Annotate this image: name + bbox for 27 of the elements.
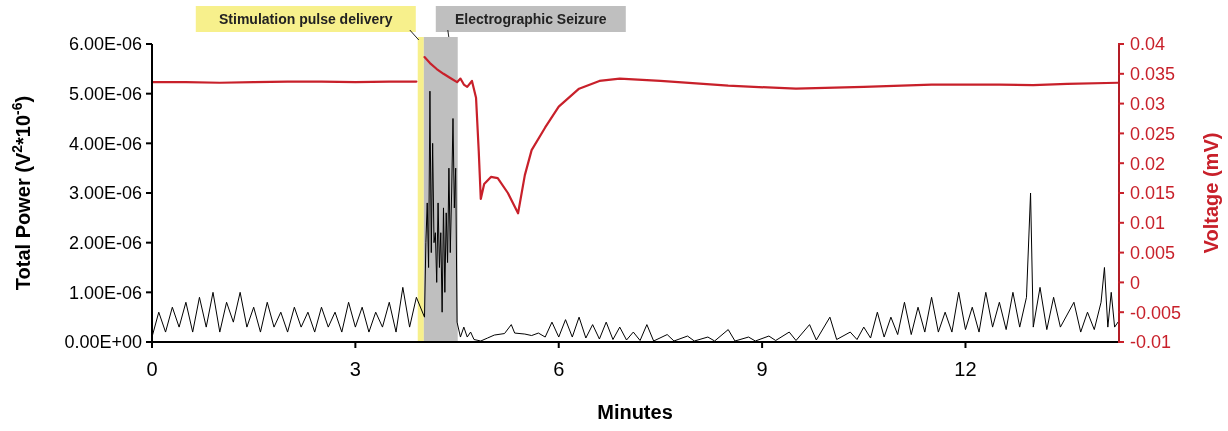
y2-tick-label: 0.035 <box>1130 64 1176 85</box>
y2-tick-label: 0 <box>1130 272 1141 293</box>
y2-tick-label: 0.025 <box>1130 123 1176 144</box>
y-tick-label: 1.00E-06 <box>68 282 142 303</box>
y2-tick-label: 0.015 <box>1130 183 1176 204</box>
band-label: Stimulation pulse delivery <box>219 11 393 27</box>
y-tick-label: 4.00E-06 <box>68 133 142 154</box>
x-tick-label: 6 <box>553 358 565 380</box>
y2-tick-label: -0.005 <box>1130 302 1182 323</box>
y2-tick-label: 0.01 <box>1130 213 1166 234</box>
x-tick-label: 9 <box>756 358 768 380</box>
y2-tick-label: 0.02 <box>1130 153 1166 174</box>
y-tick-label: 0.00E+00 <box>64 332 142 353</box>
y-tick-label: 3.00E-06 <box>68 183 142 204</box>
x-axis-title: Minutes <box>597 401 673 423</box>
y2-axis-title: Voltage (mV) <box>1200 132 1222 254</box>
y2-tick-label: 0.03 <box>1130 93 1166 114</box>
x-tick-label: 12 <box>954 358 977 380</box>
y-tick-label: 5.00E-06 <box>68 83 142 104</box>
x-tick-label: 3 <box>349 358 361 380</box>
y-tick-label: 6.00E-06 <box>68 34 142 55</box>
y2-tick-label: -0.01 <box>1130 332 1172 353</box>
y2-tick-label: 0.04 <box>1130 34 1166 55</box>
y2-tick-label: 0.005 <box>1130 242 1176 263</box>
y-tick-label: 2.00E-06 <box>68 232 142 253</box>
band-label: Electrographic Seizure <box>454 11 607 27</box>
x-tick-label: 0 <box>146 358 158 380</box>
